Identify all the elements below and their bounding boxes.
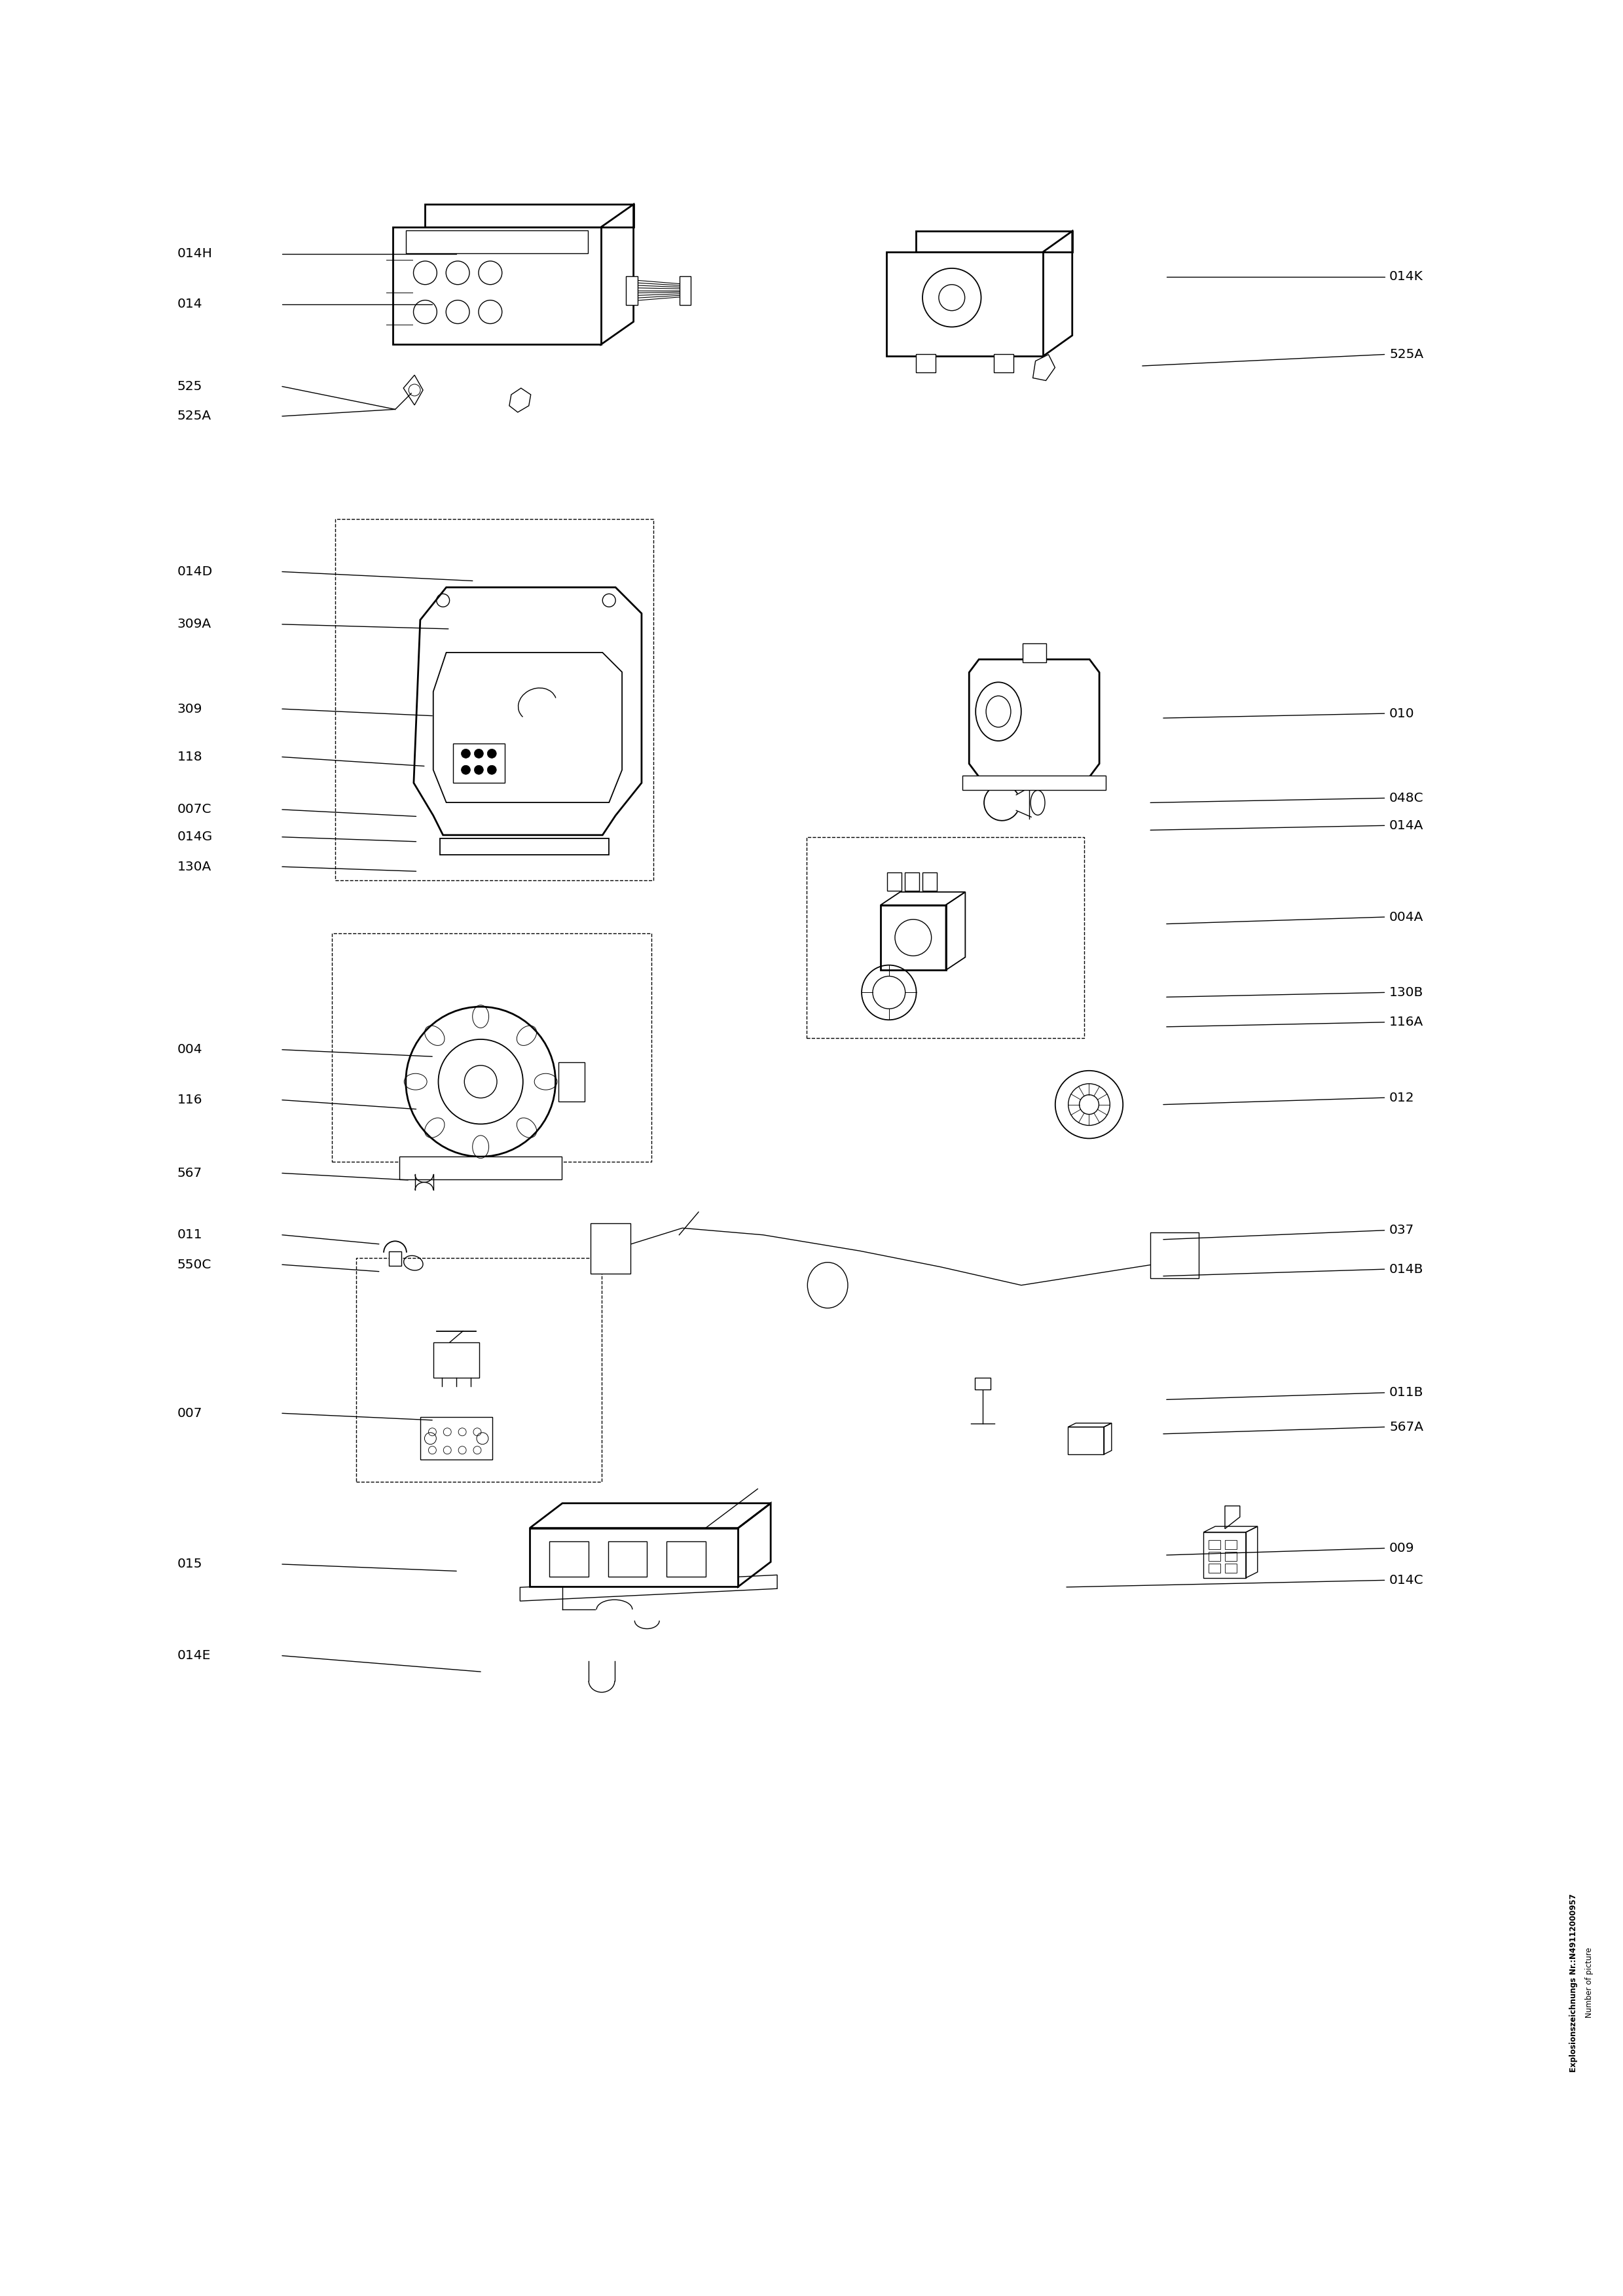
Bar	[433, 1343, 479, 1378]
Text: 525A: 525A	[177, 411, 211, 422]
Bar	[420, 1417, 492, 1460]
Bar	[626, 276, 638, 305]
Text: 014E: 014E	[177, 1649, 211, 1662]
Text: 014D: 014D	[177, 565, 213, 579]
Text: 525A: 525A	[1389, 349, 1423, 360]
Text: 004A: 004A	[1389, 912, 1423, 923]
Bar	[1209, 1552, 1220, 1561]
Text: 116: 116	[177, 1093, 203, 1107]
Bar	[975, 1378, 990, 1389]
Bar	[1022, 643, 1045, 664]
Bar	[388, 1251, 401, 1265]
Text: 014C: 014C	[1389, 1575, 1423, 1587]
Bar	[1225, 1564, 1237, 1573]
Bar	[886, 253, 1044, 356]
Bar	[609, 1541, 648, 1577]
Bar	[680, 276, 691, 305]
Text: 014: 014	[177, 298, 203, 310]
Text: 014K: 014K	[1389, 271, 1423, 282]
Text: 118: 118	[177, 751, 203, 762]
Bar	[1068, 1428, 1104, 1453]
Bar	[1151, 1233, 1199, 1279]
Circle shape	[487, 748, 497, 758]
Text: 012: 012	[1389, 1091, 1415, 1104]
Bar	[881, 905, 946, 971]
Text: 567: 567	[177, 1166, 203, 1180]
Text: 004: 004	[177, 1042, 203, 1056]
Text: 014H: 014H	[177, 248, 213, 259]
Text: 309A: 309A	[177, 618, 211, 631]
Text: 011: 011	[177, 1228, 203, 1242]
Bar	[357, 1258, 602, 1481]
Text: 550C: 550C	[177, 1258, 211, 1272]
Text: 116A: 116A	[1389, 1017, 1423, 1029]
Bar	[667, 1541, 706, 1577]
Text: 309: 309	[177, 703, 203, 714]
Bar	[549, 1541, 589, 1577]
Circle shape	[474, 765, 484, 774]
Bar	[1209, 1541, 1220, 1550]
Text: 007C: 007C	[177, 804, 211, 815]
Bar	[558, 1063, 584, 1102]
Bar	[807, 838, 1084, 1038]
Bar	[453, 744, 505, 783]
Bar	[1225, 1541, 1237, 1550]
Bar	[962, 776, 1105, 790]
Bar	[333, 932, 652, 1162]
Bar	[1209, 1564, 1220, 1573]
Bar	[915, 354, 935, 372]
Circle shape	[474, 748, 484, 758]
Bar	[1225, 1552, 1237, 1561]
Text: Number of picture: Number of picture	[1586, 1947, 1594, 2018]
Text: 130B: 130B	[1389, 987, 1423, 999]
Text: 014G: 014G	[177, 831, 213, 843]
Text: 048C: 048C	[1389, 792, 1423, 804]
Bar	[888, 872, 901, 891]
Circle shape	[461, 765, 471, 774]
Bar	[1204, 1531, 1246, 1577]
Circle shape	[487, 765, 497, 774]
Text: Explosionszeichnungs Nr.:N49112000957: Explosionszeichnungs Nr.:N49112000957	[1569, 1894, 1578, 2071]
Text: 525: 525	[177, 381, 203, 393]
Text: 037: 037	[1389, 1224, 1414, 1238]
Text: 009: 009	[1389, 1543, 1415, 1554]
Text: 007: 007	[177, 1407, 203, 1419]
Text: 567A: 567A	[1389, 1421, 1423, 1433]
Bar	[995, 354, 1014, 372]
Bar	[336, 519, 654, 879]
Text: 014B: 014B	[1389, 1263, 1423, 1274]
Text: 010: 010	[1389, 707, 1415, 719]
Bar	[406, 230, 588, 253]
Text: 130A: 130A	[177, 861, 211, 872]
Bar	[591, 1224, 631, 1274]
Text: 014A: 014A	[1389, 820, 1423, 831]
Text: 011B: 011B	[1389, 1387, 1423, 1398]
Bar	[529, 1529, 738, 1587]
Circle shape	[461, 748, 471, 758]
Bar	[904, 872, 919, 891]
Bar	[922, 872, 936, 891]
Text: 015: 015	[177, 1559, 203, 1570]
Bar	[393, 227, 601, 344]
Bar	[399, 1157, 562, 1180]
